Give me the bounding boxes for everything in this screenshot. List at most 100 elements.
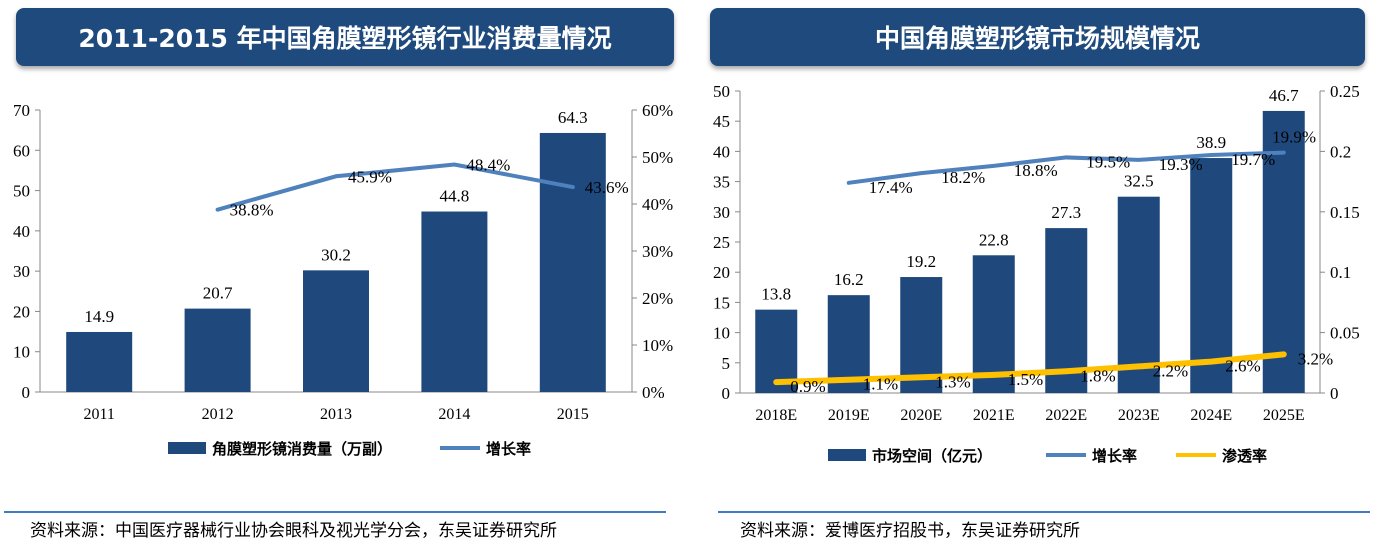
chart2-line-label: 0.9% [790, 377, 825, 396]
chart1-bar [184, 308, 251, 392]
chart2-line-label: 18.2% [941, 168, 985, 187]
chart2-line-label: 19.7% [1231, 150, 1275, 169]
chart2-left-tick-label: 5 [722, 354, 731, 373]
chart1-right-tick-label: 40% [642, 195, 673, 214]
chart1-left-tick-label: 50 [13, 182, 30, 201]
chart1-left-tick-label: 60 [13, 141, 30, 160]
chart2-left-tick-label: 10 [713, 324, 730, 343]
chart2-line-label: 18.8% [1014, 161, 1058, 180]
chart2-bar-label: 13.8 [761, 285, 791, 304]
chart2-x-tick-label: 2025E [1263, 407, 1305, 424]
chart1-bar [303, 270, 369, 392]
right-divider [718, 511, 1370, 513]
chart2-bar-label: 27.3 [1051, 203, 1081, 222]
chart1-legend-bar-swatch [168, 442, 206, 454]
left-title-text: 2011-2015 年中国角膜塑形镜行业消费量情况 [78, 24, 612, 53]
right-source: 资料来源：爱博医疗招股书，东吴证券研究所 [740, 521, 1080, 541]
chart2-legend-label: 市场空间（亿元） [872, 447, 992, 465]
chart2-line-label: 19.3% [1159, 155, 1203, 174]
chart1-right-tick-label: 0% [642, 383, 665, 402]
chart2-bar [1262, 110, 1305, 393]
chart1-bar-label: 14.9 [84, 307, 114, 326]
left-divider [4, 511, 666, 513]
chart2-line-label: 2.6% [1225, 357, 1260, 376]
chart2-right-tick-label: 0.25 [1330, 82, 1360, 101]
chart2-legend-label: 渗透率 [1222, 447, 1267, 465]
chart2-x-tick-label: 2023E [1118, 407, 1160, 424]
right-title-text: 中国角膜塑形镜市场规模情况 [874, 24, 1200, 53]
chart1-left-tick-label: 0 [22, 383, 31, 402]
chart2-left-tick-label: 35 [713, 173, 730, 192]
chart2-x-tick-label: 2021E [973, 407, 1015, 424]
chart1-bar [421, 211, 488, 392]
chart2-legend-label: 增长率 [1092, 447, 1137, 465]
chart2-x-tick-label: 2019E [828, 407, 870, 424]
chart2-left-tick-label: 30 [713, 203, 730, 222]
chart2-left-tick-label: 20 [713, 263, 730, 282]
chart1-legend-label: 增长率 [486, 440, 531, 458]
chart2-bar-label: 19.2 [906, 252, 936, 271]
chart2-left-tick-label: 25 [713, 233, 730, 252]
chart2-line-label: 2.2% [1153, 361, 1188, 380]
chart2-bar-label: 38.9 [1196, 133, 1226, 152]
chart2-line-label: 19.5% [1086, 152, 1130, 171]
chart1-bar-label: 20.7 [203, 284, 233, 303]
chart1-right-tick-label: 30% [642, 242, 673, 261]
chart2-line-series-penetration [773, 351, 1287, 386]
chart2-x-tick-label: 2022E [1045, 407, 1087, 424]
chart1-left-tick-label: 20 [13, 302, 30, 321]
chart1-x-tick-label: 2012 [202, 406, 234, 423]
chart2-right-tick-label: 0.05 [1330, 324, 1360, 343]
chart1-left-tick-label: 30 [13, 262, 30, 281]
chart1-right-tick-label: 60% [642, 101, 673, 120]
chart2-line-label: 3.2% [1298, 349, 1333, 368]
chart2-left-tick-label: 0 [722, 384, 731, 403]
chart2-bar [900, 277, 943, 393]
chart2-bar-label: 22.8 [979, 230, 1009, 249]
chart1-bar-label: 30.2 [321, 245, 351, 264]
chart2-line-series-growth [846, 150, 1286, 185]
chart2-left-tick-label: 15 [713, 293, 730, 312]
chart2-bar [1190, 158, 1233, 393]
chart1-line-label: 48.4% [466, 156, 510, 175]
chart2-bar-label: 16.2 [834, 270, 864, 289]
chart1-right-tick-label: 50% [642, 148, 673, 167]
chart1-line-label: 43.6% [585, 178, 629, 197]
chart1-line-label: 45.9% [348, 167, 392, 186]
chart2-line-label: 1.1% [863, 375, 898, 394]
chart1-bar-label: 44.8 [440, 187, 470, 206]
chart2-x-tick-label: 2024E [1190, 407, 1232, 424]
chart1-x-tick-label: 2014 [438, 406, 470, 423]
chart1-left-tick-label: 70 [13, 101, 30, 120]
chart1-left-tick-label: 10 [13, 343, 30, 362]
chart2-right-tick-label: 0 [1330, 384, 1339, 403]
right-chart-title: 中国角膜塑形镜市场规模情况 [710, 8, 1365, 66]
chart1-bar [66, 331, 133, 392]
chart2-right-tick-label: 0.15 [1330, 203, 1360, 222]
chart2-bar-label: 46.7 [1269, 86, 1299, 105]
chart2-line-label: 1.8% [1080, 366, 1115, 385]
chart1-left-tick-label: 40 [13, 222, 30, 241]
chart2-line-label: 17.4% [869, 178, 913, 197]
chart2-right-tick-label: 0.2 [1330, 142, 1351, 161]
chart1-x-tick-label: 2011 [83, 406, 114, 423]
chart2-x-tick-label: 2020E [900, 407, 942, 424]
chart2-right-tick-label: 0.1 [1330, 263, 1351, 282]
chart2-bar [1117, 196, 1160, 393]
chart2-line-label: 19.9% [1272, 128, 1316, 147]
chart2-bar-label: 32.5 [1124, 172, 1154, 191]
chart1-right-tick-label: 10% [642, 336, 673, 355]
chart2-line-label: 1.3% [935, 372, 970, 391]
chart2-x-tick-label: 2018E [755, 407, 797, 424]
chart2-left-tick-label: 40 [713, 142, 730, 161]
chart2-line-label: 1.5% [1008, 370, 1043, 389]
chart1-line-label: 38.8% [230, 201, 274, 220]
chart2-bar [1045, 228, 1088, 393]
chart1-bar-label: 64.3 [558, 108, 588, 127]
chart1-legend-label: 角膜塑形镜消费量（万副） [212, 440, 392, 458]
chart1-right-tick-label: 20% [642, 289, 673, 308]
chart1-x-tick-label: 2015 [557, 406, 589, 423]
chart2-left-tick-label: 45 [713, 112, 730, 131]
chart2-legend-bar-swatch [828, 449, 866, 461]
